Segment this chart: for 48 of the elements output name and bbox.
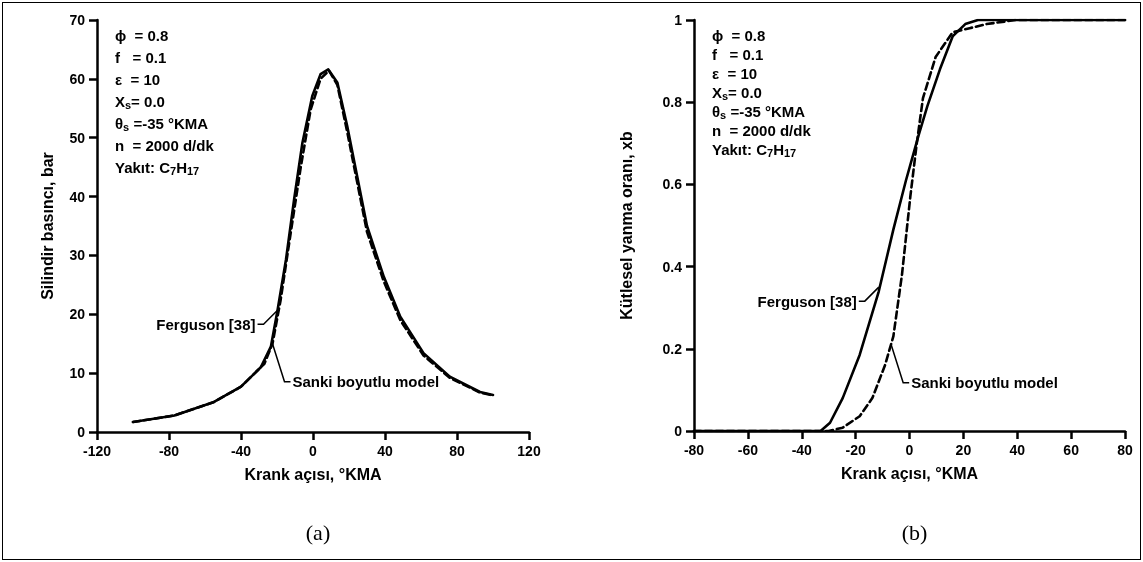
x-tick-label: -80 xyxy=(683,442,705,458)
y-tick-label: 10 xyxy=(69,365,86,382)
x-tick-label: 0 xyxy=(905,442,914,458)
y-tick-label: 1 xyxy=(674,12,683,28)
annotation: Sanki boyutlu model xyxy=(292,373,440,391)
annotation: n = 2000 d/dk xyxy=(115,137,215,154)
x-tick-label: 0 xyxy=(309,443,318,459)
x-tick-label: 60 xyxy=(1063,442,1080,458)
x-tick-label: -80 xyxy=(158,443,180,459)
x-tick-label: -60 xyxy=(737,442,759,458)
x-axis-title: Krank açısı, °KMA xyxy=(840,464,979,482)
annotation: ε = 10 xyxy=(712,65,758,82)
text: (b) xyxy=(901,519,928,545)
annotation: ϕ = 0.8 xyxy=(712,27,766,44)
y-tick-label: 20 xyxy=(69,306,86,323)
y-tick-label: 0 xyxy=(77,424,86,440)
x-tick-label: 80 xyxy=(449,443,465,459)
y-tick-label: 0.4 xyxy=(662,258,683,275)
annotation: Ferguson [38] xyxy=(156,315,256,333)
x-tick-label: 40 xyxy=(1009,442,1026,458)
y-tick-label: 0.2 xyxy=(662,340,683,357)
annotation: f = 0.1 xyxy=(115,49,167,66)
annotation: f = 0.1 xyxy=(712,46,764,63)
y-tick-label: 50 xyxy=(69,129,86,146)
y-tick-label: 30 xyxy=(69,247,86,264)
annotation: n = 2000 d/dk xyxy=(712,122,812,139)
y-axis-title: Kütlesel yanma oranı, xb xyxy=(617,131,635,320)
y-tick-label: 0.6 xyxy=(662,176,683,193)
annotation: ϕ = 0.8 xyxy=(115,27,169,44)
annotation: ε = 10 xyxy=(115,71,161,88)
y-tick-label: 70 xyxy=(69,12,86,28)
x-axis-title: Krank açısı, °KMA xyxy=(244,465,382,483)
y-tick-label: 60 xyxy=(69,70,86,87)
x-tick-label: 20 xyxy=(955,442,972,458)
x-tick-label: -40 xyxy=(230,443,252,459)
x-tick-label: -20 xyxy=(845,442,866,458)
annotation: Ferguson [38] xyxy=(757,292,857,310)
y-axis-title: Silindir basıncı, bar xyxy=(38,152,56,300)
annotation: Sanki boyutlu model xyxy=(911,374,1058,392)
x-tick-label: 80 xyxy=(1117,442,1133,458)
x-tick-label: 40 xyxy=(377,443,393,459)
text: (a) xyxy=(305,519,331,545)
y-tick-label: 40 xyxy=(69,188,86,205)
y-tick-label: 0.8 xyxy=(662,94,683,111)
x-tick-label: 120 xyxy=(517,443,541,459)
x-tick-label: -40 xyxy=(791,442,813,458)
x-tick-label: -120 xyxy=(82,443,112,459)
y-tick-label: 0 xyxy=(674,423,683,439)
